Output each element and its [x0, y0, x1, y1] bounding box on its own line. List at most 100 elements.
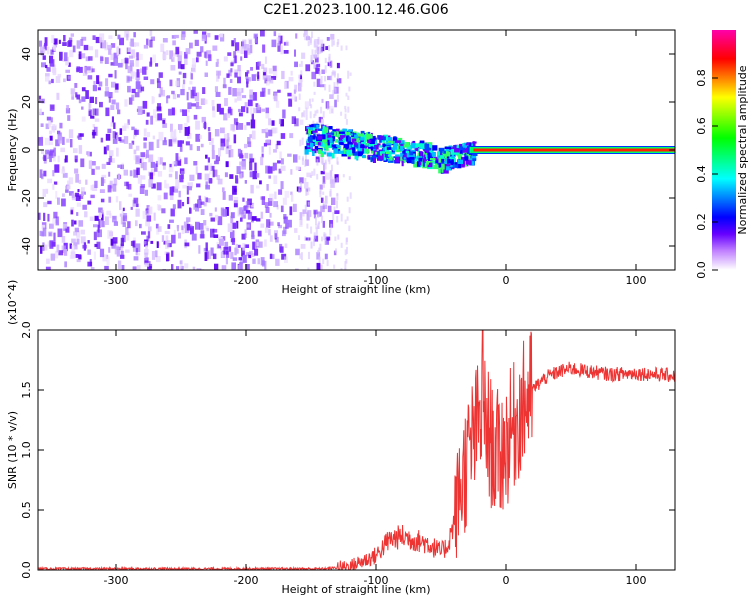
- heatmap-cell: [299, 212, 303, 220]
- heatmap-cell: [93, 80, 96, 86]
- heatmap-cell: [257, 258, 260, 265]
- heatmap-cell: [234, 72, 238, 78]
- heatmap-cell: [132, 240, 136, 248]
- heatmap-cell: [49, 223, 54, 229]
- heatmap-cell: [404, 149, 410, 152]
- heatmap-cell: [228, 86, 232, 95]
- heatmap-cell: [278, 118, 282, 125]
- heatmap-cell: [148, 179, 153, 188]
- heatmap-cell: [304, 101, 309, 109]
- heatmap-cell: [458, 153, 462, 159]
- heatmap-cell: [171, 107, 175, 116]
- heatmap-cell: [49, 240, 54, 249]
- heatmap-cell: [317, 144, 320, 151]
- heatmap-cell: [320, 116, 323, 121]
- heatmap-cell: [266, 75, 272, 82]
- heatmap-cell: [39, 40, 43, 47]
- heatmap-cell: [51, 78, 54, 84]
- heatmap-cell: [306, 212, 310, 221]
- heatmap-cell: [51, 241, 56, 247]
- heatmap-cell: [106, 256, 110, 266]
- heatmap-cell: [126, 181, 130, 190]
- heatmap-cell: [315, 217, 317, 225]
- heatmap-cell: [44, 37, 48, 46]
- heatmap-cell: [174, 129, 177, 138]
- heatmap-cell: [278, 33, 281, 41]
- heatmap-cell: [348, 86, 351, 92]
- heatmap-cell: [305, 107, 308, 115]
- heatmap-cell: [58, 135, 63, 144]
- heatmap-cell: [194, 92, 200, 102]
- heatmap-cell: [230, 68, 233, 73]
- heatmap-cell: [256, 107, 262, 114]
- heatmap-cell: [309, 175, 312, 178]
- heatmap-cell: [371, 150, 374, 154]
- heatmap-cell: [45, 123, 50, 130]
- heatmap-cell: [207, 157, 210, 163]
- heatmap-cell: [53, 211, 58, 219]
- heatmap-cell: [90, 115, 95, 119]
- heatmap-cell: [204, 173, 210, 181]
- heatmap-cell: [249, 158, 255, 163]
- heatmap-cell: [236, 166, 241, 174]
- heatmap-cell: [380, 154, 385, 161]
- heatmap-cell: [329, 170, 333, 179]
- heatmap-cell: [113, 57, 118, 66]
- heatmap-cell: [97, 87, 101, 91]
- heatmap-cell: [472, 153, 478, 156]
- heatmap-cell: [321, 69, 325, 74]
- heatmap-cell: [178, 232, 181, 239]
- heatmap-cell: [206, 228, 209, 232]
- heatmap-cell: [158, 93, 162, 98]
- heatmap-cell: [327, 205, 332, 213]
- heatmap-cell: [461, 156, 464, 162]
- heatmap-cell: [277, 42, 281, 52]
- heatmap-cell: [321, 98, 324, 103]
- y-tick-label: 20: [20, 95, 33, 109]
- heatmap-cell: [410, 143, 416, 149]
- heatmap-cell: [250, 119, 256, 129]
- heatmap-cell: [256, 218, 261, 222]
- heatmap-cell: [316, 269, 319, 270]
- heatmap-cell: [273, 175, 278, 184]
- heatmap-cell: [221, 252, 224, 258]
- heatmap-cell: [263, 142, 267, 147]
- heatmap-cell: [336, 94, 339, 102]
- heatmap-cell: [244, 124, 247, 131]
- heatmap-cell: [220, 236, 226, 241]
- heatmap-cell: [340, 268, 343, 270]
- heatmap-cell: [56, 92, 60, 100]
- snr-y-multiplier: (x10^4): [6, 280, 19, 325]
- heatmap-cell: [200, 46, 204, 53]
- heatmap-cell: [323, 151, 327, 155]
- heatmap-cell: [244, 251, 249, 257]
- heatmap-cell: [411, 158, 415, 164]
- heatmap-cell: [284, 256, 288, 263]
- heatmap-cell: [344, 261, 347, 269]
- heatmap-cell: [269, 193, 274, 202]
- heatmap-cell: [76, 238, 80, 245]
- heatmap-cell: [441, 158, 445, 162]
- heatmap-cell: [45, 64, 48, 69]
- heatmap-cell: [337, 148, 341, 151]
- heatmap-cell: [74, 227, 79, 233]
- heatmap-cell: [50, 49, 54, 55]
- heatmap-cell: [87, 249, 91, 255]
- heatmap-cell: [363, 145, 368, 149]
- heatmap-cell: [263, 67, 268, 72]
- heatmap-cell: [66, 138, 70, 143]
- heatmap-cell: [374, 140, 377, 145]
- heatmap-cell: [46, 46, 50, 55]
- heatmap-cell: [282, 230, 286, 237]
- heatmap-cell: [255, 103, 259, 107]
- heatmap-cell: [366, 142, 369, 146]
- heatmap-cell: [260, 30, 265, 37]
- heatmap-cell: [108, 73, 113, 78]
- heatmap-cell: [120, 247, 124, 253]
- heatmap-cell: [334, 99, 337, 108]
- heatmap-cell: [88, 160, 93, 169]
- heatmap-cell: [322, 139, 327, 143]
- y-tick-label: 1.5: [20, 381, 33, 399]
- heatmap-cell: [340, 111, 343, 116]
- heatmap-cell: [316, 78, 321, 87]
